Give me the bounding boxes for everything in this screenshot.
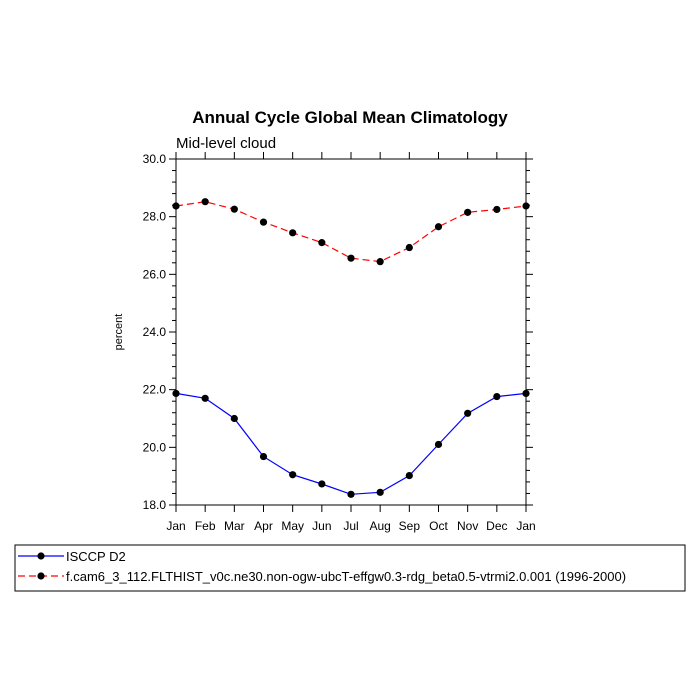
x-tick-label: Oct xyxy=(429,519,448,533)
series-0-point xyxy=(172,389,180,398)
series-0-point xyxy=(259,452,268,461)
x-tick-label: Jan xyxy=(516,519,535,533)
chart-title: Annual Cycle Global Mean Climatology xyxy=(192,108,508,127)
series-0-point xyxy=(347,490,355,498)
series-0-point xyxy=(464,409,472,417)
chart-subtitle: Mid-level cloud xyxy=(176,135,276,152)
series-1-point xyxy=(318,239,326,247)
y-tick-label: 18.0 xyxy=(143,498,167,512)
x-tick-label: May xyxy=(281,519,304,533)
plot-frame xyxy=(175,158,527,506)
series-0-point xyxy=(289,471,297,479)
series-1-point xyxy=(464,208,472,216)
x-tick-label: Aug xyxy=(369,519,390,533)
series-1-point xyxy=(522,202,530,210)
y-tick-label: 22.0 xyxy=(143,383,167,397)
series-1-point xyxy=(376,258,384,266)
legend-label-1: f.cam6_3_112.FLTHIST_v0c.ne30.non-ogw-ub… xyxy=(66,569,626,584)
y-tick-label: 30.0 xyxy=(143,152,167,166)
legend-marker-1 xyxy=(37,572,45,580)
x-tick-label: Jun xyxy=(312,519,331,533)
series-0-point xyxy=(201,394,209,402)
legend: ISCCP D2 f.cam6_3_112.FLTHIST_v0c.ne30.no… xyxy=(18,549,626,584)
series-layer xyxy=(172,198,530,498)
series-1-point xyxy=(493,205,501,214)
series-0-point xyxy=(405,471,413,480)
x-tick-label: Dec xyxy=(486,519,507,533)
series-line-1 xyxy=(175,201,527,263)
x-tick-label: Mar xyxy=(224,519,245,533)
series-0-point xyxy=(493,392,501,401)
series-0-point xyxy=(230,414,238,423)
x-axis-ticks: Jan Feb Mar Apr May Jun Jul Aug Sep Oct Nov Dec Jan xyxy=(166,152,536,533)
series-1-point xyxy=(259,218,268,226)
x-tick-label: Jul xyxy=(343,519,358,533)
series-1-point xyxy=(201,198,209,206)
series-1-point xyxy=(434,223,443,231)
y-tick-label: 28.0 xyxy=(143,210,167,224)
x-tick-label: Apr xyxy=(254,519,273,533)
y-tick-label: 24.0 xyxy=(143,325,167,339)
series-0-point xyxy=(434,440,443,449)
series-0-point xyxy=(522,389,530,398)
series-1-point xyxy=(347,254,355,262)
y-axis-ticks: 18.0 20.0 22.0 24.0 26.0 28.0 30.0 xyxy=(143,152,533,512)
legend-frame xyxy=(14,544,686,592)
x-tick-label: Jan xyxy=(166,519,185,533)
y-tick-label: 20.0 xyxy=(143,440,167,454)
x-tick-label: Sep xyxy=(399,519,421,533)
series-1-point xyxy=(405,243,413,252)
y-axis-label: percent xyxy=(113,314,125,351)
legend-label-0: ISCCP D2 xyxy=(66,549,126,564)
series-1-point xyxy=(230,205,238,213)
series-1-point xyxy=(172,202,180,210)
x-tick-label: Feb xyxy=(195,519,216,533)
y-tick-label: 26.0 xyxy=(143,267,167,281)
series-1-point xyxy=(289,229,297,237)
series-0-point xyxy=(318,480,326,488)
series-line-0 xyxy=(175,392,527,495)
legend-marker-0 xyxy=(37,552,45,560)
x-tick-label: Nov xyxy=(457,519,478,533)
series-0-point xyxy=(376,488,384,496)
